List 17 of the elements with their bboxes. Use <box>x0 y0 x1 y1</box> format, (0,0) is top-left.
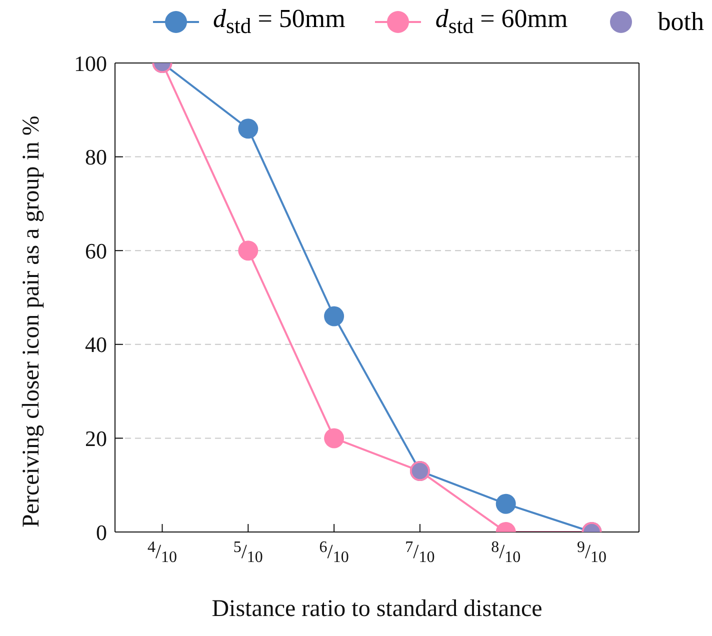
y-tick-label: 100 <box>74 50 107 76</box>
y-tick-label: 40 <box>85 332 107 358</box>
x-tick-label: $^{7}$/$_{10}$ <box>405 539 435 566</box>
y-tick-label: 60 <box>85 238 107 264</box>
y-tick-label: 80 <box>85 144 107 170</box>
y-tick-label: 0 <box>96 520 107 545</box>
legend-label: both <box>658 7 704 37</box>
legend-label: d$_{std}$ = 50mm <box>212 4 346 40</box>
x-tick-label: $^{6}$/$_{10}$ <box>319 539 349 566</box>
x-tick-label: $^{9}$/$_{10}$ <box>576 539 607 566</box>
y-tick-label: 20 <box>85 426 107 452</box>
x-tick-label: $^{4}$/$_{10}$ <box>147 539 178 566</box>
legend-label: d$_{std}$ = 60mm <box>435 4 568 40</box>
x-tick-label: $^{5}$/$_{10}$ <box>233 539 263 566</box>
x-axis-title: Distance ratio to standard distance <box>212 596 542 622</box>
y-axis-title: Perceiving closer icon pair as a group in % <box>18 116 45 528</box>
x-tick-label: $^{8}$/$_{10}$ <box>491 539 521 566</box>
